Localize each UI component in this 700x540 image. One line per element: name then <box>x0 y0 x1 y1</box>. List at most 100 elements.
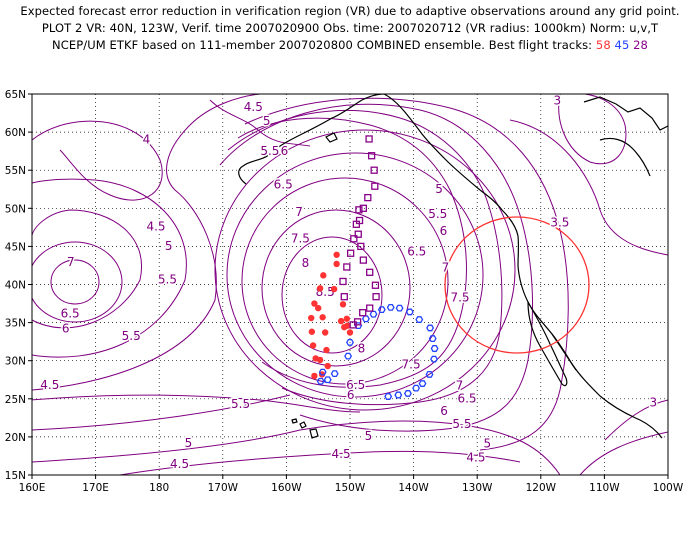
track-28-point <box>355 206 363 214</box>
lat-tick-label: 35N <box>5 318 26 330</box>
track-28-point <box>365 135 373 143</box>
track-58-point <box>319 314 326 321</box>
contour-label: 5.5 <box>122 329 141 343</box>
axis-labels: 160E 170E 180 170W 160W 150W 140W 130W 120W 110W 1… <box>5 89 684 494</box>
track-45-point <box>323 376 332 384</box>
track-58-point <box>344 322 351 329</box>
contour-line <box>558 94 627 165</box>
contour-label: 6.5 <box>61 306 80 320</box>
title-line-3-text: NCEP/UM ETKF based on 111-member 2007020… <box>52 38 593 52</box>
track-58-point <box>339 301 347 308</box>
contour-label: 5 <box>263 114 271 128</box>
graticule <box>31 93 669 476</box>
lat-tick-label: 40N <box>5 280 26 292</box>
track-28-point <box>370 166 378 174</box>
track-45-point <box>394 391 403 399</box>
contour-label: 3 <box>554 94 562 108</box>
contour-label: 7.5 <box>450 290 469 304</box>
track-45-point <box>412 384 421 392</box>
contour-line <box>32 120 163 201</box>
title-line-1: Expected forecast error reduction in ver… <box>20 4 680 18</box>
contour-label: 5.5 <box>428 207 447 221</box>
contour-line <box>244 97 569 451</box>
track-45-point <box>361 315 370 323</box>
track-58-point <box>311 372 318 380</box>
track-58-point <box>321 329 329 336</box>
contour-label: 6.5 <box>274 177 293 191</box>
contour-lines <box>32 94 668 475</box>
title-line-3: NCEP/UM ETKF based on 111-member 2007020… <box>0 38 700 52</box>
track-45-point <box>425 370 434 378</box>
track-45-point <box>428 335 437 343</box>
contour-label: 4.5 <box>146 219 165 233</box>
contour-line <box>226 152 484 398</box>
track-28-label: 28 <box>633 38 648 52</box>
contour-line <box>227 109 503 406</box>
alaska-coastline <box>238 94 385 185</box>
contour-line <box>32 394 361 413</box>
track-58-label: 58 <box>595 38 611 52</box>
track-28-point <box>340 293 348 301</box>
track-28-point <box>366 268 374 276</box>
plot-header: Expected forecast error reduction in ver… <box>0 0 700 82</box>
track-28-point <box>359 256 368 264</box>
contour-label: 6 <box>62 322 70 336</box>
track-45-point <box>369 310 378 318</box>
lat-tick-label: 30N <box>5 356 26 368</box>
track-28-point <box>366 304 374 312</box>
contour-label: 6 <box>440 404 448 418</box>
contour-label: 3 <box>650 395 658 409</box>
contour-line <box>32 420 561 475</box>
contour-label: 7 <box>442 261 450 275</box>
contour-label: 8 <box>302 256 310 270</box>
lon-tick-label: 180 <box>149 482 169 494</box>
contour-label: 5.5 <box>452 417 471 431</box>
flight-tracks <box>308 135 439 400</box>
contour-line <box>241 177 449 385</box>
track-45-point <box>386 303 395 311</box>
hawaii-2 <box>299 421 307 429</box>
track-28-point <box>367 152 376 160</box>
track-45-point <box>354 322 363 330</box>
coastlines <box>238 94 668 439</box>
contour-line <box>214 129 516 411</box>
contour-line <box>32 394 291 431</box>
kodiak-island <box>325 132 338 143</box>
track-45-point <box>418 380 427 387</box>
track-45-point <box>330 370 339 378</box>
contour-label: 7 <box>295 205 303 219</box>
contour-line <box>219 103 534 432</box>
track-28-point <box>339 277 347 286</box>
contour-line <box>32 178 187 358</box>
track-45-point <box>426 324 435 332</box>
lat-tick-label: 25N <box>5 394 26 406</box>
track-45-point <box>384 393 393 400</box>
contour-label: 4.5 <box>244 100 263 114</box>
track-58-point <box>308 314 315 322</box>
contour-label: 4.5 <box>466 450 485 464</box>
contour-label: 6 <box>440 224 448 238</box>
lat-tick-label: 15N <box>5 470 26 482</box>
contour-label: 5 <box>165 239 173 253</box>
track-58-point <box>333 260 340 268</box>
lat-tick-label: 55N <box>5 165 26 177</box>
contour-label: 5.5 <box>231 397 250 411</box>
contour-label: 5 <box>435 182 443 196</box>
track-58-point <box>343 315 351 322</box>
contour-line <box>604 399 668 441</box>
track-28-point <box>359 309 367 317</box>
lat-tick-label: 45N <box>5 241 26 253</box>
hawaii-1 <box>291 418 298 424</box>
contour-label: 6.5 <box>346 378 365 392</box>
track-58-point <box>309 342 317 349</box>
track-45-point <box>430 345 439 352</box>
track-58-point <box>346 329 354 336</box>
contour-label: 4 <box>143 133 151 147</box>
lat-tick-label: 60N <box>5 127 26 139</box>
track-58-point <box>323 346 330 354</box>
track-28-point <box>343 263 351 271</box>
contour-label: 5 <box>365 429 373 443</box>
lon-tick-label: 170E <box>82 482 109 494</box>
track-45-point <box>395 304 404 312</box>
track-28-point <box>349 321 357 329</box>
